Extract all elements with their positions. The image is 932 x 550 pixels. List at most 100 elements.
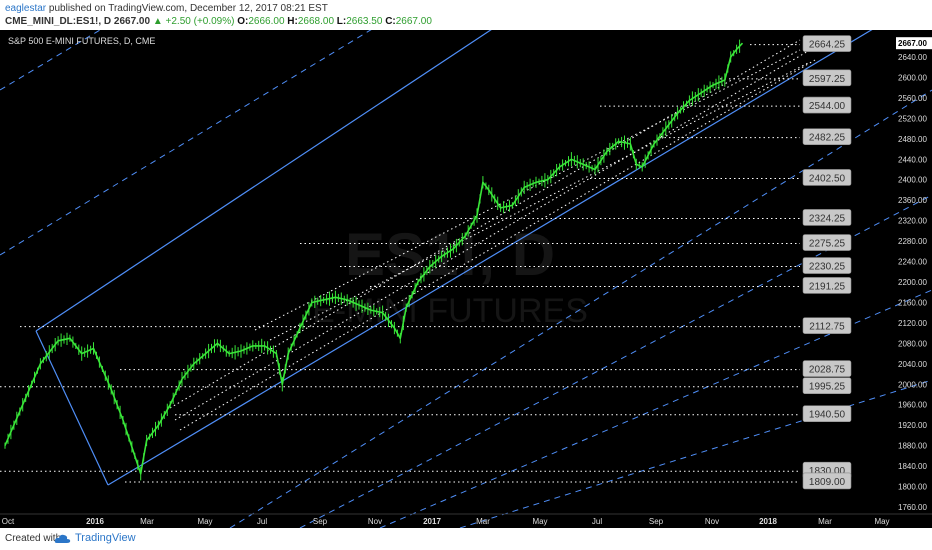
level-label-text: 2324.25 bbox=[809, 213, 846, 224]
y-tick-label: 2160.00 bbox=[898, 298, 927, 307]
level-label[interactable]: 1940.50 bbox=[802, 405, 852, 422]
level-label[interactable]: 2482.25 bbox=[802, 128, 852, 145]
open-label: O: bbox=[237, 16, 249, 27]
y-tick-label: 2640.00 bbox=[898, 53, 927, 62]
level-label[interactable]: 2544.00 bbox=[802, 96, 852, 114]
x-tick-label: Jul bbox=[257, 517, 267, 526]
chart-header: eaglestar published on TradingView.com, … bbox=[0, 0, 932, 30]
level-label-text: 2597.25 bbox=[809, 74, 846, 85]
level-label-box bbox=[802, 234, 852, 251]
symbol-name: CME_MINI_DL:ES1!, D bbox=[5, 16, 112, 27]
horizontal-levels bbox=[0, 44, 800, 483]
open-value: 2666.00 bbox=[248, 16, 285, 27]
y-tick-label: 2120.00 bbox=[898, 319, 927, 328]
channel-dashed-line bbox=[0, 30, 372, 256]
median-dotted-line bbox=[169, 39, 801, 409]
y-tick-label: 2480.00 bbox=[898, 135, 927, 144]
y-tick-label: 2320.00 bbox=[898, 217, 927, 226]
level-label-box bbox=[802, 377, 852, 395]
level-labels: 2664.25 2597.25 2544.00 2482.25 2402.50 2324.… bbox=[802, 35, 852, 490]
y-tick-label: 1920.00 bbox=[898, 421, 927, 430]
pivot-line bbox=[35, 330, 109, 486]
y-tick-label: 1840.00 bbox=[898, 462, 927, 471]
level-label[interactable]: 2402.50 bbox=[802, 169, 852, 186]
channel-line bbox=[35, 30, 492, 332]
y-axis: 2640.00 2600.00 2560.00 2520.00 2480.00 2440.… bbox=[896, 37, 932, 512]
close-value: 2667.00 bbox=[395, 16, 432, 27]
y-tick-label: 2280.00 bbox=[898, 237, 927, 246]
x-tick-label: May bbox=[532, 517, 547, 526]
last-price-marker bbox=[896, 37, 932, 50]
y-tick-label: 1880.00 bbox=[898, 442, 927, 451]
close-label: C: bbox=[385, 16, 396, 27]
level-label[interactable]: 2597.25 bbox=[802, 69, 852, 87]
level-label-box bbox=[802, 209, 852, 226]
y-tick-label: 2440.00 bbox=[898, 155, 927, 164]
y-tick-label: 2200.00 bbox=[898, 278, 927, 287]
chart-title: S&P 500 E-MINI FUTURES, D, CME bbox=[8, 36, 155, 46]
level-label-text: 2191.25 bbox=[809, 281, 846, 292]
x-tick-label: Sep bbox=[649, 517, 664, 526]
x-tick-label: Mar bbox=[476, 517, 490, 526]
median-dotted-line bbox=[174, 49, 811, 421]
y-tick-label: 2560.00 bbox=[898, 94, 927, 103]
y-tick-label: 2240.00 bbox=[898, 258, 927, 267]
level-label-text: 2230.25 bbox=[809, 262, 846, 273]
y-tick-label: 1960.00 bbox=[898, 401, 927, 410]
level-label-box bbox=[802, 472, 852, 490]
tradingview-brand[interactable]: TradingView bbox=[75, 532, 136, 544]
level-label[interactable]: 2112.75 bbox=[802, 317, 852, 334]
channel-dashed-line bbox=[229, 89, 932, 528]
x-tick-label: Oct bbox=[2, 517, 15, 526]
level-label[interactable]: 2191.25 bbox=[802, 277, 852, 294]
level-label-text: 2664.25 bbox=[809, 40, 846, 51]
x-tick-label: Nov bbox=[705, 517, 719, 526]
change-value: +2.50 (+0.09%) bbox=[165, 16, 235, 27]
change-arrow-icon: ▲ bbox=[152, 16, 163, 27]
level-label-text: 1940.50 bbox=[809, 410, 846, 421]
level-label[interactable]: 2028.75 bbox=[802, 360, 852, 377]
y-tick-label: 2400.00 bbox=[898, 176, 927, 185]
x-tick-label: 2018 bbox=[759, 517, 777, 526]
level-label-text: 1830.00 bbox=[809, 466, 846, 477]
price-series bbox=[4, 39, 744, 481]
price-chart[interactable]: ES1!, D E-MINI FUTURES 2664.25 2597.25 254… bbox=[0, 30, 932, 528]
level-label[interactable]: 2324.25 bbox=[802, 209, 852, 226]
publish-line: eaglestar published on TradingView.com, … bbox=[5, 3, 328, 14]
high-label: H: bbox=[287, 16, 298, 27]
y-tick-label: 2040.00 bbox=[898, 360, 927, 369]
x-axis: Oct 2016 Mar May Jul Sep Nov 2017 Mar May Jul Sep No… bbox=[0, 513, 932, 526]
symbol-line: CME_MINI_DL:ES1!, D 2667.00 ▲ +2.50 (+0.… bbox=[5, 16, 432, 27]
level-label[interactable]: 1995.25 bbox=[802, 377, 852, 395]
x-tick-label: Nov bbox=[368, 517, 382, 526]
level-label[interactable]: 2230.25 bbox=[802, 257, 852, 274]
level-label-text: 2482.25 bbox=[809, 133, 846, 144]
level-label-box bbox=[802, 69, 852, 87]
low-label: L: bbox=[336, 16, 347, 27]
y-tick-label: 1800.00 bbox=[898, 483, 927, 492]
y-tick-label: 2080.00 bbox=[898, 339, 927, 348]
level-label[interactable]: 1809.00 bbox=[802, 472, 852, 490]
level-label-box bbox=[802, 360, 852, 377]
level-label-text: 2112.75 bbox=[809, 322, 845, 333]
level-label-box bbox=[802, 257, 852, 274]
x-tick-label: May bbox=[197, 517, 212, 526]
last-price-label: 2667.00 bbox=[898, 39, 927, 48]
y-tick-label: 1760.00 bbox=[898, 503, 927, 512]
level-label[interactable]: 2275.25 bbox=[802, 234, 852, 251]
watermark-name: E-MINI FUTURES bbox=[312, 292, 588, 330]
level-label-box bbox=[802, 405, 852, 422]
x-tick-label: Sep bbox=[313, 517, 328, 526]
level-label[interactable]: 2664.25 bbox=[802, 35, 852, 52]
channel-dashed-line bbox=[459, 379, 932, 528]
level-label-box bbox=[802, 169, 852, 186]
level-label-box bbox=[802, 317, 852, 334]
chart-background bbox=[0, 30, 932, 528]
channel-line bbox=[107, 30, 873, 486]
y-tick-label: 2000.00 bbox=[898, 380, 927, 389]
x-tick-label: Mar bbox=[140, 517, 154, 526]
level-label-text: 2402.50 bbox=[809, 173, 846, 184]
x-tick-label: Jul bbox=[592, 517, 602, 526]
author-link[interactable]: eaglestar bbox=[5, 3, 47, 14]
level-label-text: 2275.25 bbox=[809, 239, 846, 250]
